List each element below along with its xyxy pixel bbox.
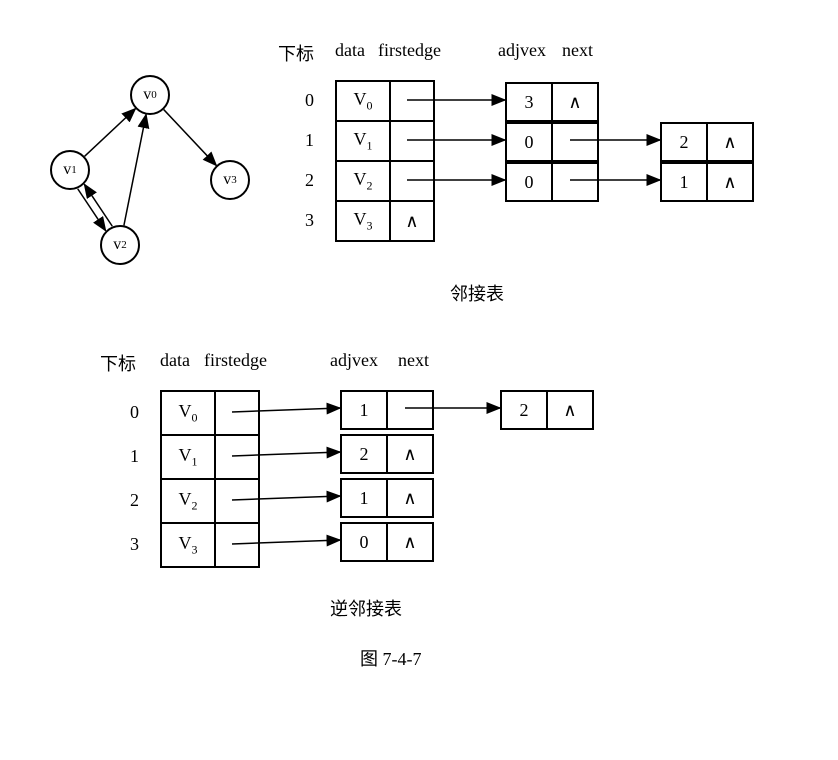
edge-adjvex-cell: 1: [341, 479, 387, 517]
index-label: 2: [305, 160, 314, 200]
edge-next-cell: ∧: [387, 479, 433, 517]
edge-next-cell: ∧: [387, 435, 433, 473]
adj-header-next: next: [562, 40, 593, 61]
edge-adjvex-cell: 1: [661, 163, 707, 201]
vertex-firstedge-cell: [215, 391, 259, 435]
inv-index-col: 0123: [130, 390, 139, 566]
adj-vertex-table: V0V1V2V3∧: [335, 80, 435, 242]
vertex-firstedge-cell: [390, 81, 434, 121]
vertex-firstedge-cell: [215, 479, 259, 523]
graph-node-v2: v2: [100, 225, 140, 265]
adj-index-col: 0123: [305, 80, 314, 240]
edge-adjvex-cell: 2: [341, 435, 387, 473]
index-label: 2: [130, 478, 139, 522]
index-label: 1: [305, 120, 314, 160]
index-label: 0: [130, 390, 139, 434]
edge-node: 2∧: [500, 390, 594, 430]
inv-header-data: data: [160, 350, 190, 371]
vertex-firstedge-cell: [390, 161, 434, 201]
inv-caption: 逆邻接表: [330, 595, 402, 621]
vertex-data-cell: V3: [336, 201, 390, 241]
vertex-firstedge-cell: [215, 523, 259, 567]
edge-adjvex-cell: 0: [341, 523, 387, 561]
vertex-data-cell: V1: [336, 121, 390, 161]
edge-node: 3∧: [505, 82, 599, 122]
vertex-data-cell: V1: [161, 435, 215, 479]
inv-header-next: next: [398, 350, 429, 371]
edge-next-cell: [552, 163, 598, 201]
vertex-data-cell: V2: [336, 161, 390, 201]
index-label: 3: [305, 200, 314, 240]
edge-next-cell: ∧: [707, 163, 753, 201]
edge-next-cell: ∧: [552, 83, 598, 121]
inv-header-sub: 下标: [100, 350, 136, 376]
diagram-canvas: v0 v1v2 v3 下标 data firstedge adjvex next 0…: [20, 20, 820, 740]
edge-next-cell: ∧: [547, 391, 593, 429]
edge-node: 2∧: [340, 434, 434, 474]
graph-node-v1: v1: [50, 150, 90, 190]
edge-next-cell: ∧: [387, 523, 433, 561]
inv-header-fe: firstedge: [204, 350, 267, 371]
adj-header-data: data: [335, 40, 365, 61]
edge-next-cell: [552, 123, 598, 161]
edge-node: 1∧: [340, 478, 434, 518]
index-label: 3: [130, 522, 139, 566]
adj-header-adjvex: adjvex: [498, 40, 546, 61]
edge-adjvex-cell: 3: [506, 83, 552, 121]
vertex-firstedge-cell: [215, 435, 259, 479]
adj-caption: 邻接表: [450, 280, 504, 306]
vertex-firstedge-cell: ∧: [390, 201, 434, 241]
inv-header-adjvex: adjvex: [330, 350, 378, 371]
figure-caption: 图 7-4-7: [360, 645, 422, 671]
vertex-data-cell: V0: [336, 81, 390, 121]
edge-adjvex-cell: 1: [341, 391, 387, 429]
vertex-data-cell: V2: [161, 479, 215, 523]
edge-next-cell: ∧: [707, 123, 753, 161]
adj-header-sub: 下标: [278, 40, 314, 66]
graph-node-v3: v3: [210, 160, 250, 200]
vertex-data-cell: V0: [161, 391, 215, 435]
edge-adjvex-cell: 0: [506, 163, 552, 201]
edge-node: 2∧: [660, 122, 754, 162]
edge-adjvex-cell: 2: [661, 123, 707, 161]
edge-node: 0∧: [340, 522, 434, 562]
graph-node-v0: v0: [130, 75, 170, 115]
vertex-data-cell: V3: [161, 523, 215, 567]
edge-node: 1∧: [660, 162, 754, 202]
edge-adjvex-cell: 2: [501, 391, 547, 429]
edge-node: 1: [340, 390, 434, 430]
inv-vertex-table: V0V1V2V3: [160, 390, 260, 568]
edge-node: 0: [505, 162, 599, 202]
edge-node: 0: [505, 122, 599, 162]
edge-adjvex-cell: 0: [506, 123, 552, 161]
vertex-firstedge-cell: [390, 121, 434, 161]
index-label: 0: [305, 80, 314, 120]
index-label: 1: [130, 434, 139, 478]
adj-header-fe: firstedge: [378, 40, 441, 61]
edge-next-cell: [387, 391, 433, 429]
